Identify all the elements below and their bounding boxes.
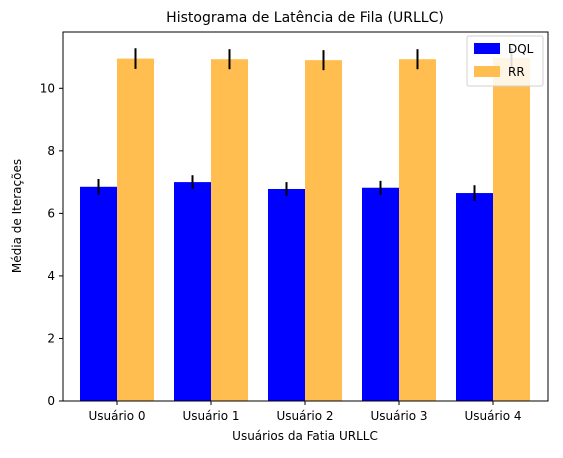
bar-rr-1 [211,59,248,401]
chart-title: Histograma de Latência de Fila (URLLC) [166,10,444,26]
legend-swatch-dql [474,43,500,54]
x-axis-label: Usuários da Fatia URLLC [232,429,378,443]
y-tick-label-3: 6 [47,206,55,220]
x-tick-label-1: Usuário 1 [182,409,239,423]
y-tick-label-0: 0 [47,394,55,408]
bar-rr-3 [399,59,436,401]
y-axis-label: Média de Iterações [10,159,24,273]
bar-rr-4 [493,57,530,402]
bar-dql-3 [362,187,399,401]
legend-label-rr: RR [508,65,525,79]
y-axis: 0 2 4 6 8 10 [40,81,63,408]
x-axis: Usuário 0 Usuário 1 Usuário 2 Usuário 3 Usuá… [88,401,522,423]
bar-dql-4 [456,193,493,401]
y-tick-label-2: 4 [47,269,55,283]
legend-swatch-rr [474,66,500,77]
y-tick-label-1: 2 [47,331,55,345]
bars-layer [80,57,530,402]
x-tick-label-0: Usuário 0 [88,409,145,423]
y-tick-label-4: 8 [47,144,55,158]
x-tick-label-3: Usuário 3 [370,409,427,423]
bar-dql-0 [80,186,117,401]
y-tick-label-5: 10 [40,81,55,95]
legend-label-dql: DQL [508,42,534,56]
bar-rr-2 [305,60,342,401]
legend: DQL RR [466,35,544,87]
x-tick-label-4: Usuário 4 [464,409,521,423]
bar-rr-0 [117,58,154,402]
x-tick-label-2: Usuário 2 [276,409,333,423]
bar-dql-1 [174,182,211,401]
bar-dql-2 [268,188,305,401]
